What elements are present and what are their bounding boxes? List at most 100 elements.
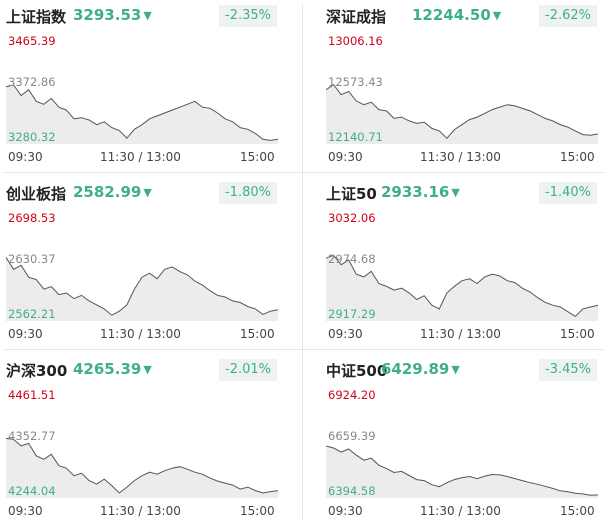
price-line xyxy=(326,445,598,496)
down-arrow-icon: ▼ xyxy=(143,363,152,376)
index-card[interactable]: 上证指数 3293.53 ▼ -2.35% 3465.39 3372.86 328… xyxy=(0,0,283,172)
time-mid-label: 11:30 / 13:00 xyxy=(100,504,181,518)
time-start-label: 09:30 xyxy=(8,504,43,518)
price-area xyxy=(326,84,598,144)
price-area xyxy=(6,438,278,498)
low-label: 2917.29 xyxy=(328,307,376,321)
high-label: 3032.06 xyxy=(328,211,376,225)
down-arrow-icon: ▼ xyxy=(451,363,460,376)
change-percent-badge: -1.80% xyxy=(219,182,277,204)
time-start-label: 09:30 xyxy=(328,504,363,518)
index-card[interactable]: 创业板指 2582.99 ▼ -1.80% 2698.53 2630.37 256… xyxy=(0,177,283,349)
down-arrow-icon: ▼ xyxy=(492,9,502,22)
intraday-chart-svg xyxy=(6,84,278,144)
horizontal-divider xyxy=(4,172,604,173)
index-price: 12244.50 ▼ xyxy=(412,6,501,24)
intraday-chart-svg xyxy=(326,445,598,498)
high-label: 13006.16 xyxy=(328,34,383,48)
low-label: 2562.21 xyxy=(8,307,56,321)
time-mid-label: 11:30 / 13:00 xyxy=(100,150,181,164)
index-price-value: 12244.50 xyxy=(412,6,491,24)
time-start-label: 09:30 xyxy=(8,150,43,164)
low-label: 4244.04 xyxy=(8,484,56,498)
index-price: 2582.99 ▼ xyxy=(73,183,152,201)
time-mid-label: 11:30 / 13:00 xyxy=(420,327,501,341)
high-label: 4461.51 xyxy=(8,388,56,402)
mid-label: 2630.37 xyxy=(8,252,56,266)
mid-label: 4352.77 xyxy=(8,429,56,443)
intraday-chart[interactable]: 3032.06 2974.68 2917.29 xyxy=(326,209,598,321)
intraday-chart[interactable]: 6924.20 6659.39 6394.58 xyxy=(326,386,598,498)
down-arrow-icon: ▼ xyxy=(143,186,152,199)
index-name[interactable]: 中证500 xyxy=(326,362,388,380)
intraday-chart[interactable]: 4461.51 4352.77 4244.04 xyxy=(6,386,278,498)
time-end-label: 15:00 xyxy=(560,150,595,164)
index-price-value: 2933.16 xyxy=(381,183,450,201)
change-percent-badge: -2.62% xyxy=(539,5,597,27)
intraday-chart-svg xyxy=(6,437,278,498)
time-end-label: 15:00 xyxy=(560,327,595,341)
price-line xyxy=(6,257,278,316)
index-card[interactable]: 中证500 6429.89 ▼ -3.45% 6924.20 6659.39 63… xyxy=(320,354,603,526)
index-price-value: 2582.99 xyxy=(73,183,142,201)
index-name[interactable]: 创业板指 xyxy=(6,185,67,203)
intraday-chart[interactable]: 13006.16 12573.43 12140.71 xyxy=(326,32,598,144)
time-start-label: 09:30 xyxy=(328,150,363,164)
intraday-chart[interactable]: 2698.53 2630.37 2562.21 xyxy=(6,209,278,321)
low-label: 6394.58 xyxy=(328,484,376,498)
time-start-label: 09:30 xyxy=(8,327,43,341)
intraday-chart[interactable]: 3465.39 3372.86 3280.32 xyxy=(6,32,278,144)
time-mid-label: 11:30 / 13:00 xyxy=(100,327,181,341)
time-end-label: 15:00 xyxy=(240,504,275,518)
index-name[interactable]: 沪深300 xyxy=(6,362,68,380)
card-header: 上证50 2933.16 ▼ -1.40% xyxy=(320,177,603,205)
mid-label: 3372.86 xyxy=(8,75,56,89)
high-label: 3465.39 xyxy=(8,34,56,48)
index-price: 6429.89 ▼ xyxy=(381,360,460,378)
card-header: 深证成指 12244.50 ▼ -2.62% xyxy=(320,0,603,28)
high-label: 6924.20 xyxy=(328,388,376,402)
change-percent-badge: -2.01% xyxy=(219,359,277,381)
index-card[interactable]: 深证成指 12244.50 ▼ -2.62% 13006.16 12573.43 … xyxy=(320,0,603,172)
index-price: 2933.16 ▼ xyxy=(381,183,460,201)
index-price: 3293.53 ▼ xyxy=(73,6,152,24)
time-end-label: 15:00 xyxy=(560,504,595,518)
index-price-value: 4265.39 xyxy=(73,360,142,378)
price-area xyxy=(326,446,598,498)
index-name[interactable]: 上证50 xyxy=(326,185,377,203)
intraday-chart-svg xyxy=(6,257,278,321)
intraday-chart-svg xyxy=(326,254,598,321)
price-line xyxy=(326,254,598,318)
time-mid-label: 11:30 / 13:00 xyxy=(420,150,501,164)
index-name[interactable]: 深证成指 xyxy=(326,8,387,26)
down-arrow-icon: ▼ xyxy=(451,186,460,199)
card-header: 中证500 6429.89 ▼ -3.45% xyxy=(320,354,603,382)
index-name[interactable]: 上证指数 xyxy=(6,8,67,26)
time-start-label: 09:30 xyxy=(328,327,363,341)
intraday-chart-svg xyxy=(326,84,598,144)
index-price: 4265.39 ▼ xyxy=(73,360,152,378)
index-card[interactable]: 上证50 2933.16 ▼ -1.40% 3032.06 2974.68 291… xyxy=(320,177,603,349)
change-percent-badge: -2.35% xyxy=(219,5,277,27)
high-label: 2698.53 xyxy=(8,211,56,225)
index-price-value: 3293.53 xyxy=(73,6,142,24)
change-percent-badge: -1.40% xyxy=(539,182,597,204)
vertical-divider xyxy=(302,4,303,520)
price-area xyxy=(6,257,278,321)
index-price-value: 6429.89 xyxy=(381,360,450,378)
mid-label: 6659.39 xyxy=(328,429,376,443)
card-header: 沪深300 4265.39 ▼ -2.01% xyxy=(0,354,283,382)
index-card[interactable]: 沪深300 4265.39 ▼ -2.01% 4461.51 4352.77 42… xyxy=(0,354,283,526)
time-end-label: 15:00 xyxy=(240,150,275,164)
time-end-label: 15:00 xyxy=(240,327,275,341)
horizontal-divider xyxy=(4,349,604,350)
low-label: 3280.32 xyxy=(8,130,56,144)
change-percent-badge: -3.45% xyxy=(539,359,597,381)
time-mid-label: 11:30 / 13:00 xyxy=(420,504,501,518)
price-line xyxy=(6,84,278,141)
mid-label: 12573.43 xyxy=(328,75,383,89)
down-arrow-icon: ▼ xyxy=(143,9,152,22)
low-label: 12140.71 xyxy=(328,130,383,144)
price-line xyxy=(326,84,598,140)
